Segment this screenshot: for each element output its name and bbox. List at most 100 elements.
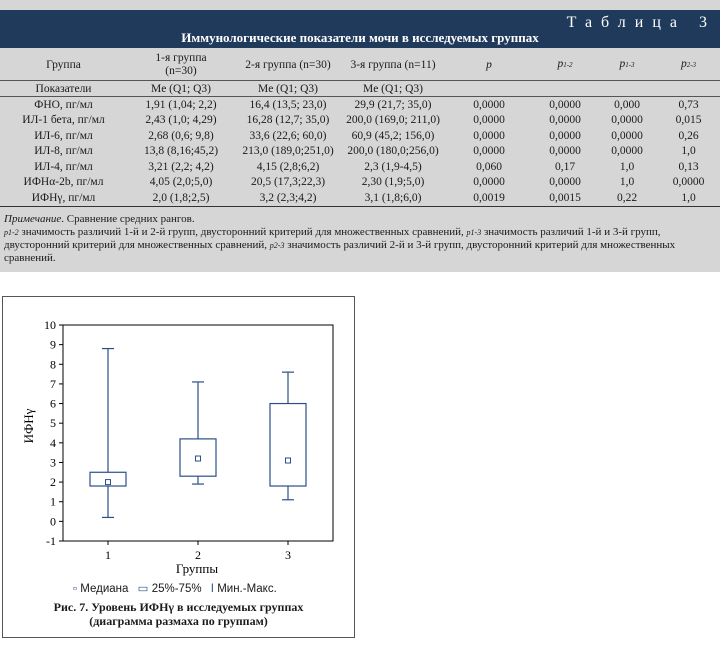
cell-group-1: 3,21 (2,2; 4,2)	[148, 160, 214, 173]
cell-p13: 0,22	[597, 190, 657, 207]
header-p23: p2-3	[657, 50, 720, 81]
table-row: ИФНα-2b, пг/мл 4,05 (2,0;5,0) 20,5 (17,3…	[0, 175, 720, 191]
cell-group-3: 2,3 (1,9-4,5)	[364, 160, 422, 173]
header-row-1: Группа 1-я группа (n=30) 2-я группа (n=3…	[0, 50, 720, 81]
row-name: ИФНα-2b, пг/мл	[23, 176, 104, 189]
header-row-2: Показатели Me (Q1; Q3) Me (Q1; Q3) Me (Q…	[0, 80, 720, 97]
data-table: Группа 1-я группа (n=30) 2-я группа (n=3…	[0, 50, 720, 207]
header-p13-symbol: p	[619, 58, 626, 70]
table-label: Таблица 3	[566, 14, 716, 31]
y-tick-label: 7	[50, 377, 56, 391]
cell-p: 0,0000	[473, 114, 505, 127]
cell-p: 0,0019	[445, 190, 533, 207]
header-group-1-n: (n=30)	[165, 65, 197, 77]
table-block: Таблица 3 Иммунологические показатели мо…	[0, 0, 720, 272]
header-p23-subscript: 2-3	[686, 61, 697, 69]
cell-p23: 1,0	[681, 145, 696, 158]
table-row: ИЛ-6, пг/мл 2,68 (0,6; 9,8) 33,6 (22,6; …	[0, 128, 720, 144]
cell-group-3: 200,0 (169,0; 211,0)	[346, 114, 440, 127]
cell-group-2: 213,0 (189,0;251,0)	[242, 145, 334, 158]
x-axis-ticks: 1 2 3	[105, 541, 291, 562]
cell-group-3: 29,9 (21,7; 35,0)	[354, 98, 432, 111]
notes-title-rest: . Сравнение средних рангов.	[61, 213, 195, 225]
notes-p23-text: значимость различий 2-й и 3-й групп, дву…	[4, 239, 676, 264]
cell-p23: 0,0000	[672, 176, 705, 189]
y-tick-label: 10	[44, 318, 56, 332]
header-empty	[445, 80, 533, 97]
y-tick-label: 6	[50, 397, 56, 411]
boxplot-chart: -1 0 1 2 3 4 5 6 7 8 9 10 1 2 3 ИФНγ Группы	[21, 318, 334, 576]
header-group-3: 3-я группа (n=11)	[350, 58, 436, 71]
legend-median-label: Медиана	[80, 583, 129, 595]
cell-p12: 0,0000	[549, 176, 581, 189]
x-axis-label: Группы	[176, 561, 218, 576]
cell-group-3: 2,30 (1,9;5,0)	[361, 176, 425, 189]
legend-median: ▫ Медиана	[73, 583, 128, 595]
y-tick-label: 0	[50, 514, 56, 528]
cell-p13: 0,000	[614, 98, 640, 111]
table-notes: Примечание. Сравнение средних рангов. p1…	[4, 213, 716, 265]
y-axis-label: ИФНγ	[21, 408, 36, 443]
y-axis-ticks: -1 0 1 2 3 4 5 6 7 8 9 10	[44, 318, 334, 548]
cell-group-2: 4,15 (2,8;6,2)	[256, 160, 320, 173]
median-marker	[285, 457, 291, 464]
cell-group-1: 4,05 (2,0;5,0)	[149, 176, 213, 189]
header-p23-symbol: p	[680, 58, 687, 70]
y-tick-label: 1	[50, 495, 56, 509]
cell-group-3: 60,9 (45,2; 156,0)	[351, 129, 435, 142]
header-group-1: 1-я группа (n=30)	[127, 50, 235, 81]
row-name: ФНО, пг/мл	[34, 98, 93, 111]
boxes	[89, 347, 307, 519]
header-empty	[657, 80, 720, 97]
table-row: ИФНγ, пг/мл 2,0 (1,8;2,5) 3,2 (2,3;4,2) …	[0, 190, 720, 207]
header-indicators: Показатели	[0, 80, 127, 97]
header-p12: p1-2	[533, 50, 597, 81]
cell-group-3: 200,0 (180,0;256,0)	[347, 145, 439, 158]
row-name: ИЛ-6, пг/мл	[34, 129, 93, 142]
cell-p13: 1,0	[619, 176, 635, 189]
table-row: ИЛ-4, пг/мл 3,21 (2,2; 4,2) 4,15 (2,8;6,…	[0, 159, 720, 175]
cell-p12: 0,0000	[549, 114, 581, 127]
cell-p12: 0,17	[554, 160, 576, 173]
notes-p12-symbol: p1-2	[4, 228, 19, 237]
legend: ▫ Медиана ▭ 25%-75% Ι Мин.-Макс.	[73, 581, 283, 595]
cell-group-2: 3,2 (2,3;4,2)	[235, 190, 341, 207]
notes-p13-text: значимость различий 1-й и 3-й групп, дву…	[4, 226, 661, 251]
header-p13: p1-3	[597, 50, 657, 81]
table-row: ИЛ-1 бета, пг/мл 2,43 (1,0; 4,29) 16,28 …	[0, 113, 720, 129]
cell-group-1: 2,43 (1,0; 4,29)	[145, 114, 217, 127]
notes-p23-symbol: p2-3	[269, 241, 285, 250]
cell-p13: 0,0000	[611, 114, 643, 127]
whisker-marker-icon: Ι	[210, 583, 214, 595]
cell-group-3: 3,1 (1,8;6,0)	[341, 190, 445, 207]
cell-p12: 0,0000	[549, 98, 581, 111]
cell-p23: 1,0	[657, 190, 720, 207]
header-group-2: 2-я группа (n=30)	[245, 58, 331, 71]
cell-group-1: 2,68 (0,6; 9,8)	[148, 129, 214, 142]
y-tick-label: 8	[50, 357, 56, 371]
cell-p12: 0,0000	[549, 145, 581, 158]
notes-title: Примечание	[4, 213, 62, 225]
box-group	[89, 347, 127, 519]
cell-p13: 0,0000	[611, 145, 643, 158]
table-row: ФНО, пг/мл 1,91 (1,04; 2,2) 16,4 (13,5; …	[0, 97, 720, 113]
legend-range: Ι Мин.-Макс.	[211, 583, 277, 595]
row-name: ИЛ-4, пг/мл	[34, 160, 93, 173]
x-tick-label: 1	[105, 548, 111, 562]
caption-line-1: Рис. 7. Уровень ИФНγ в исследуемых групп…	[53, 600, 304, 614]
cell-p: 0,0000	[473, 145, 505, 158]
legend-range-label: Мин.-Макс.	[217, 583, 277, 595]
header-empty	[597, 80, 657, 97]
figure: -1 0 1 2 3 4 5 6 7 8 9 10 1 2 3 ИФНγ Группы ▫ Медиана…	[2, 296, 355, 638]
figure-caption: Рис. 7. Уровень ИФНγ в исследуемых групп…	[3, 600, 354, 628]
cell-group-2: 16,28 (12,7; 35,0)	[246, 114, 330, 127]
cell-group-1: 2,0 (1,8;2,5)	[127, 190, 235, 207]
x-tick-label: 3	[285, 548, 291, 562]
header-me-1: Me (Q1; Q3)	[127, 80, 235, 97]
y-tick-label: 3	[50, 455, 56, 469]
notes-p12-text: значимость различий 1-й и 2-й групп, дву…	[18, 226, 467, 238]
header-group: Группа	[46, 58, 81, 71]
median-marker	[105, 479, 111, 486]
cell-p: 0,0000	[473, 129, 505, 142]
header-empty	[533, 80, 597, 97]
